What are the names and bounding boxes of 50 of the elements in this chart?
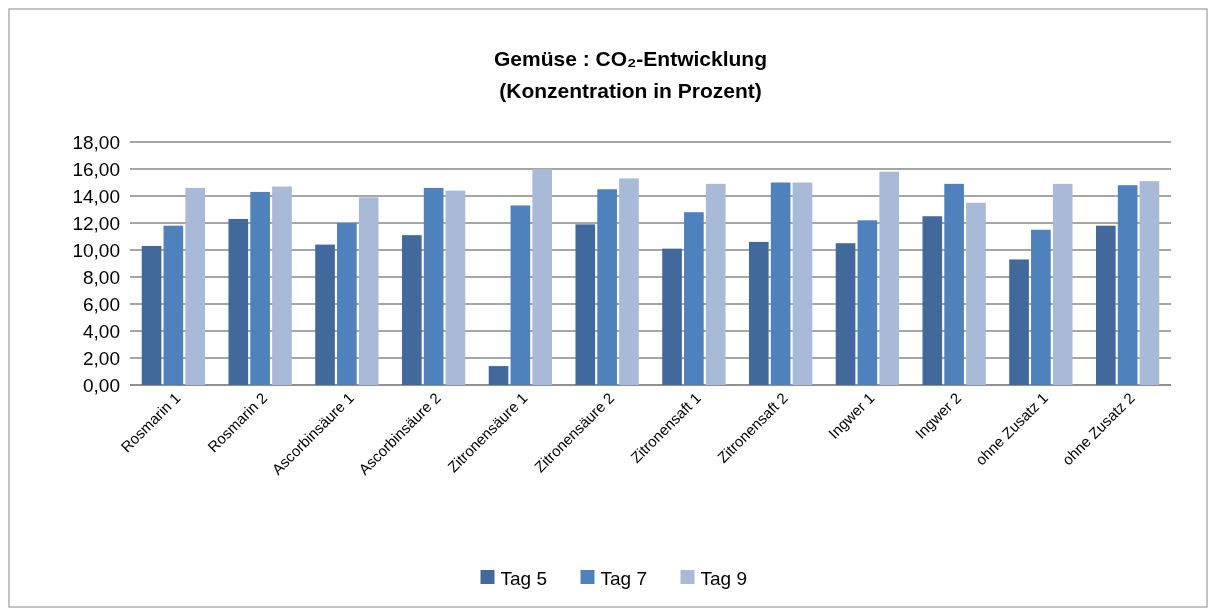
bar — [163, 225, 184, 385]
bar — [1009, 259, 1029, 385]
bar — [835, 243, 856, 385]
y-tick-label: 16,00 — [72, 158, 120, 180]
bar — [748, 241, 769, 385]
y-tick-label: 8,00 — [83, 266, 120, 288]
bar — [532, 169, 553, 385]
bar — [966, 202, 986, 385]
bar — [445, 190, 466, 385]
legend-label: Tag 7 — [600, 567, 647, 589]
bar — [228, 218, 249, 385]
bar — [250, 191, 270, 385]
bar — [401, 235, 422, 385]
bar — [1139, 181, 1160, 385]
bar — [770, 182, 791, 385]
bar — [185, 187, 206, 385]
bar — [1095, 225, 1116, 385]
bar — [337, 223, 357, 385]
bar — [857, 220, 878, 385]
bar — [488, 366, 509, 385]
bar — [1031, 229, 1051, 385]
y-tick-label: 0,00 — [83, 374, 120, 396]
bar — [1052, 183, 1073, 385]
y-tick-label: 4,00 — [83, 320, 120, 342]
bar — [684, 212, 704, 385]
bar — [510, 205, 531, 385]
y-tick-label: 10,00 — [72, 239, 120, 261]
bar — [315, 244, 335, 385]
bar — [922, 216, 943, 385]
bar — [705, 183, 726, 385]
bar — [1117, 185, 1138, 385]
legend-label: Tag 9 — [700, 567, 747, 589]
y-tick-label: 2,00 — [83, 347, 120, 369]
y-tick-label: 12,00 — [72, 212, 120, 234]
bar — [944, 183, 964, 385]
legend-label: Tag 5 — [500, 567, 547, 589]
bar — [575, 224, 596, 385]
bar — [662, 248, 682, 385]
bar — [619, 178, 639, 385]
bar — [141, 245, 162, 385]
bar — [792, 182, 813, 385]
bar — [879, 171, 900, 385]
bar — [358, 197, 379, 385]
y-tick-label: 6,00 — [83, 293, 120, 315]
bar — [423, 187, 444, 385]
bar — [272, 186, 292, 385]
chart-title: Gemüse : CO₂-Entwicklung (Konzentration in Prozent) — [493, 47, 768, 102]
bar — [597, 189, 617, 385]
y-tick-label: 18,00 — [72, 131, 120, 153]
y-tick-label: 14,00 — [72, 185, 120, 207]
